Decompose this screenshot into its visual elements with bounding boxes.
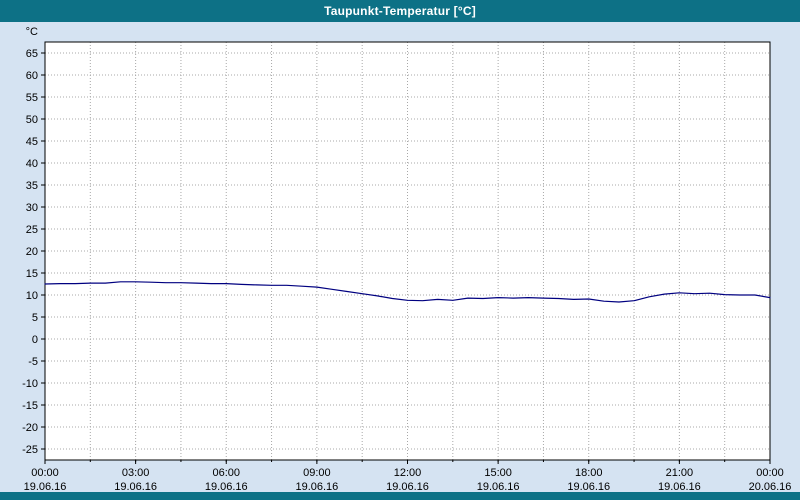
bottom-bar: [0, 492, 800, 500]
svg-text:60: 60: [26, 70, 38, 82]
svg-text:12:00: 12:00: [394, 467, 422, 479]
svg-text:19.06.16: 19.06.16: [567, 481, 610, 492]
svg-text:45: 45: [26, 136, 38, 148]
svg-text:0: 0: [32, 334, 38, 346]
svg-text:09:00: 09:00: [303, 467, 331, 479]
svg-text:20: 20: [26, 246, 38, 258]
svg-text:19.06.16: 19.06.16: [114, 481, 157, 492]
svg-text:06:00: 06:00: [212, 467, 240, 479]
svg-text:19.06.16: 19.06.16: [477, 481, 520, 492]
svg-text:25: 25: [26, 224, 38, 236]
svg-text:-15: -15: [22, 400, 38, 412]
svg-text:19.06.16: 19.06.16: [205, 481, 248, 492]
svg-text:5: 5: [32, 312, 38, 324]
svg-text:21:00: 21:00: [666, 467, 694, 479]
svg-text:-10: -10: [22, 378, 38, 390]
svg-text:-25: -25: [22, 444, 38, 456]
svg-text:30: 30: [26, 202, 38, 214]
svg-text:50: 50: [26, 114, 38, 126]
svg-text:00:00: 00:00: [756, 467, 784, 479]
svg-text:35: 35: [26, 180, 38, 192]
svg-text:20.06.16: 20.06.16: [749, 481, 792, 492]
svg-text:40: 40: [26, 158, 38, 170]
svg-text:-5: -5: [28, 356, 38, 368]
svg-text:19.06.16: 19.06.16: [658, 481, 701, 492]
dewpoint-line-chart: 65605550454035302520151050-5-10-15-20-25…: [22, 26, 792, 492]
svg-text:-20: -20: [22, 422, 38, 434]
svg-text:03:00: 03:00: [122, 467, 150, 479]
svg-text:00:00: 00:00: [31, 467, 59, 479]
svg-text:15:00: 15:00: [484, 467, 512, 479]
svg-text:15: 15: [26, 268, 38, 280]
svg-text:65: 65: [26, 48, 38, 60]
svg-text:55: 55: [26, 92, 38, 104]
svg-text:19.06.16: 19.06.16: [386, 481, 429, 492]
svg-text:19.06.16: 19.06.16: [24, 481, 67, 492]
svg-text:10: 10: [26, 290, 38, 302]
svg-text:°C: °C: [26, 26, 38, 38]
svg-text:19.06.16: 19.06.16: [295, 481, 338, 492]
chart-title: Taupunkt-Temperatur [°C]: [0, 0, 800, 22]
chart-area: 65 60 55 50 45 40 35 30 25 20 15 10 5 0 -5 -10 -15 -20 -25…: [0, 22, 800, 492]
svg-text:18:00: 18:00: [575, 467, 603, 479]
